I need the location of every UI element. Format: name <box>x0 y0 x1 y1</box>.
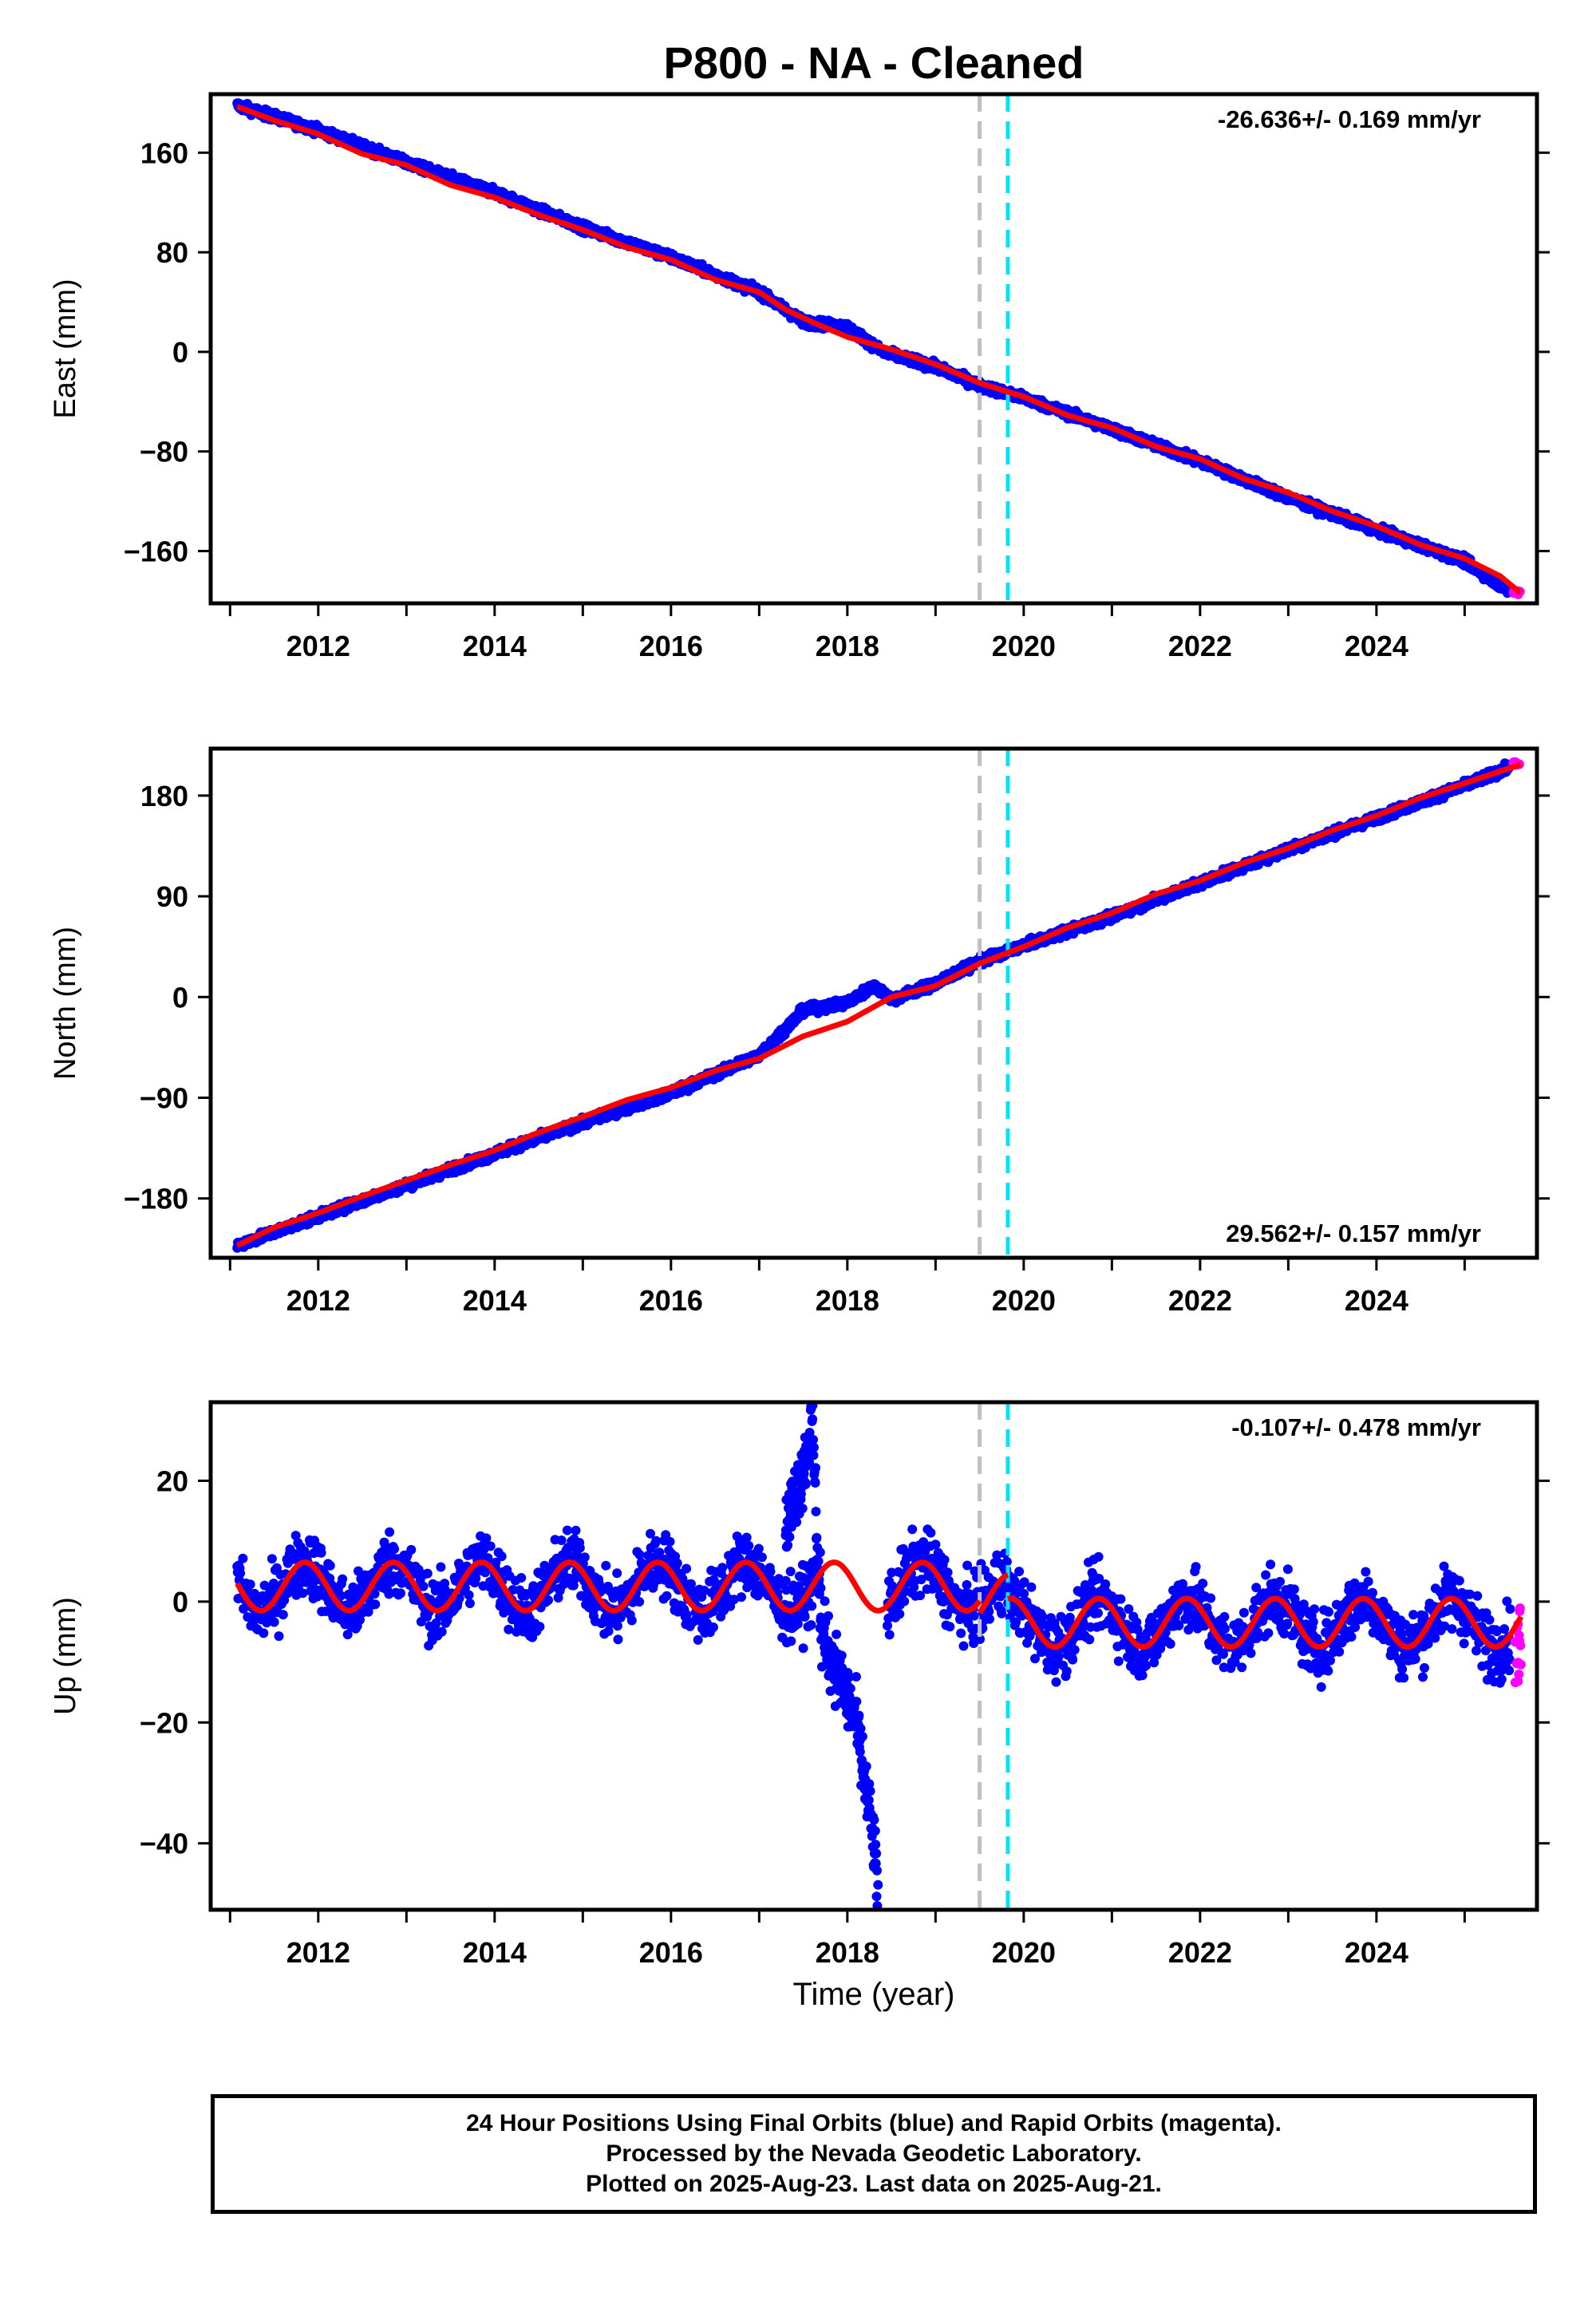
y-tick-label: 160 <box>140 136 188 169</box>
panel-east: 160 80 0 −80 −160 2012 2014 2016 2018 2020 2022 202… <box>49 92 1550 662</box>
x-tick-label: 2012 <box>286 630 350 662</box>
y-tick-label: 0 <box>172 336 188 369</box>
chart-title: P800 - NA - Cleaned <box>664 38 1084 88</box>
x-tick-label: 2024 <box>1345 630 1408 662</box>
x-tick-label: 2022 <box>1168 630 1232 662</box>
y-axis-label: East (mm) <box>49 279 82 418</box>
y-tick-label: 80 <box>156 236 188 269</box>
plot-frame <box>208 92 1539 606</box>
plot-area <box>232 749 1524 1258</box>
y-tick-label: −160 <box>124 535 188 567</box>
y-tick-label: −80 <box>140 436 188 468</box>
x-tick-label: 2018 <box>816 630 879 662</box>
x-tick-label: 2016 <box>639 630 703 662</box>
rate-label: -26.636+/- 0.169 mm/yr <box>1218 105 1481 133</box>
x-tick-label: 2020 <box>992 630 1056 662</box>
model-fit-line <box>235 104 1523 596</box>
x-tick-label: 2014 <box>463 630 527 662</box>
plot-area <box>232 94 1525 603</box>
